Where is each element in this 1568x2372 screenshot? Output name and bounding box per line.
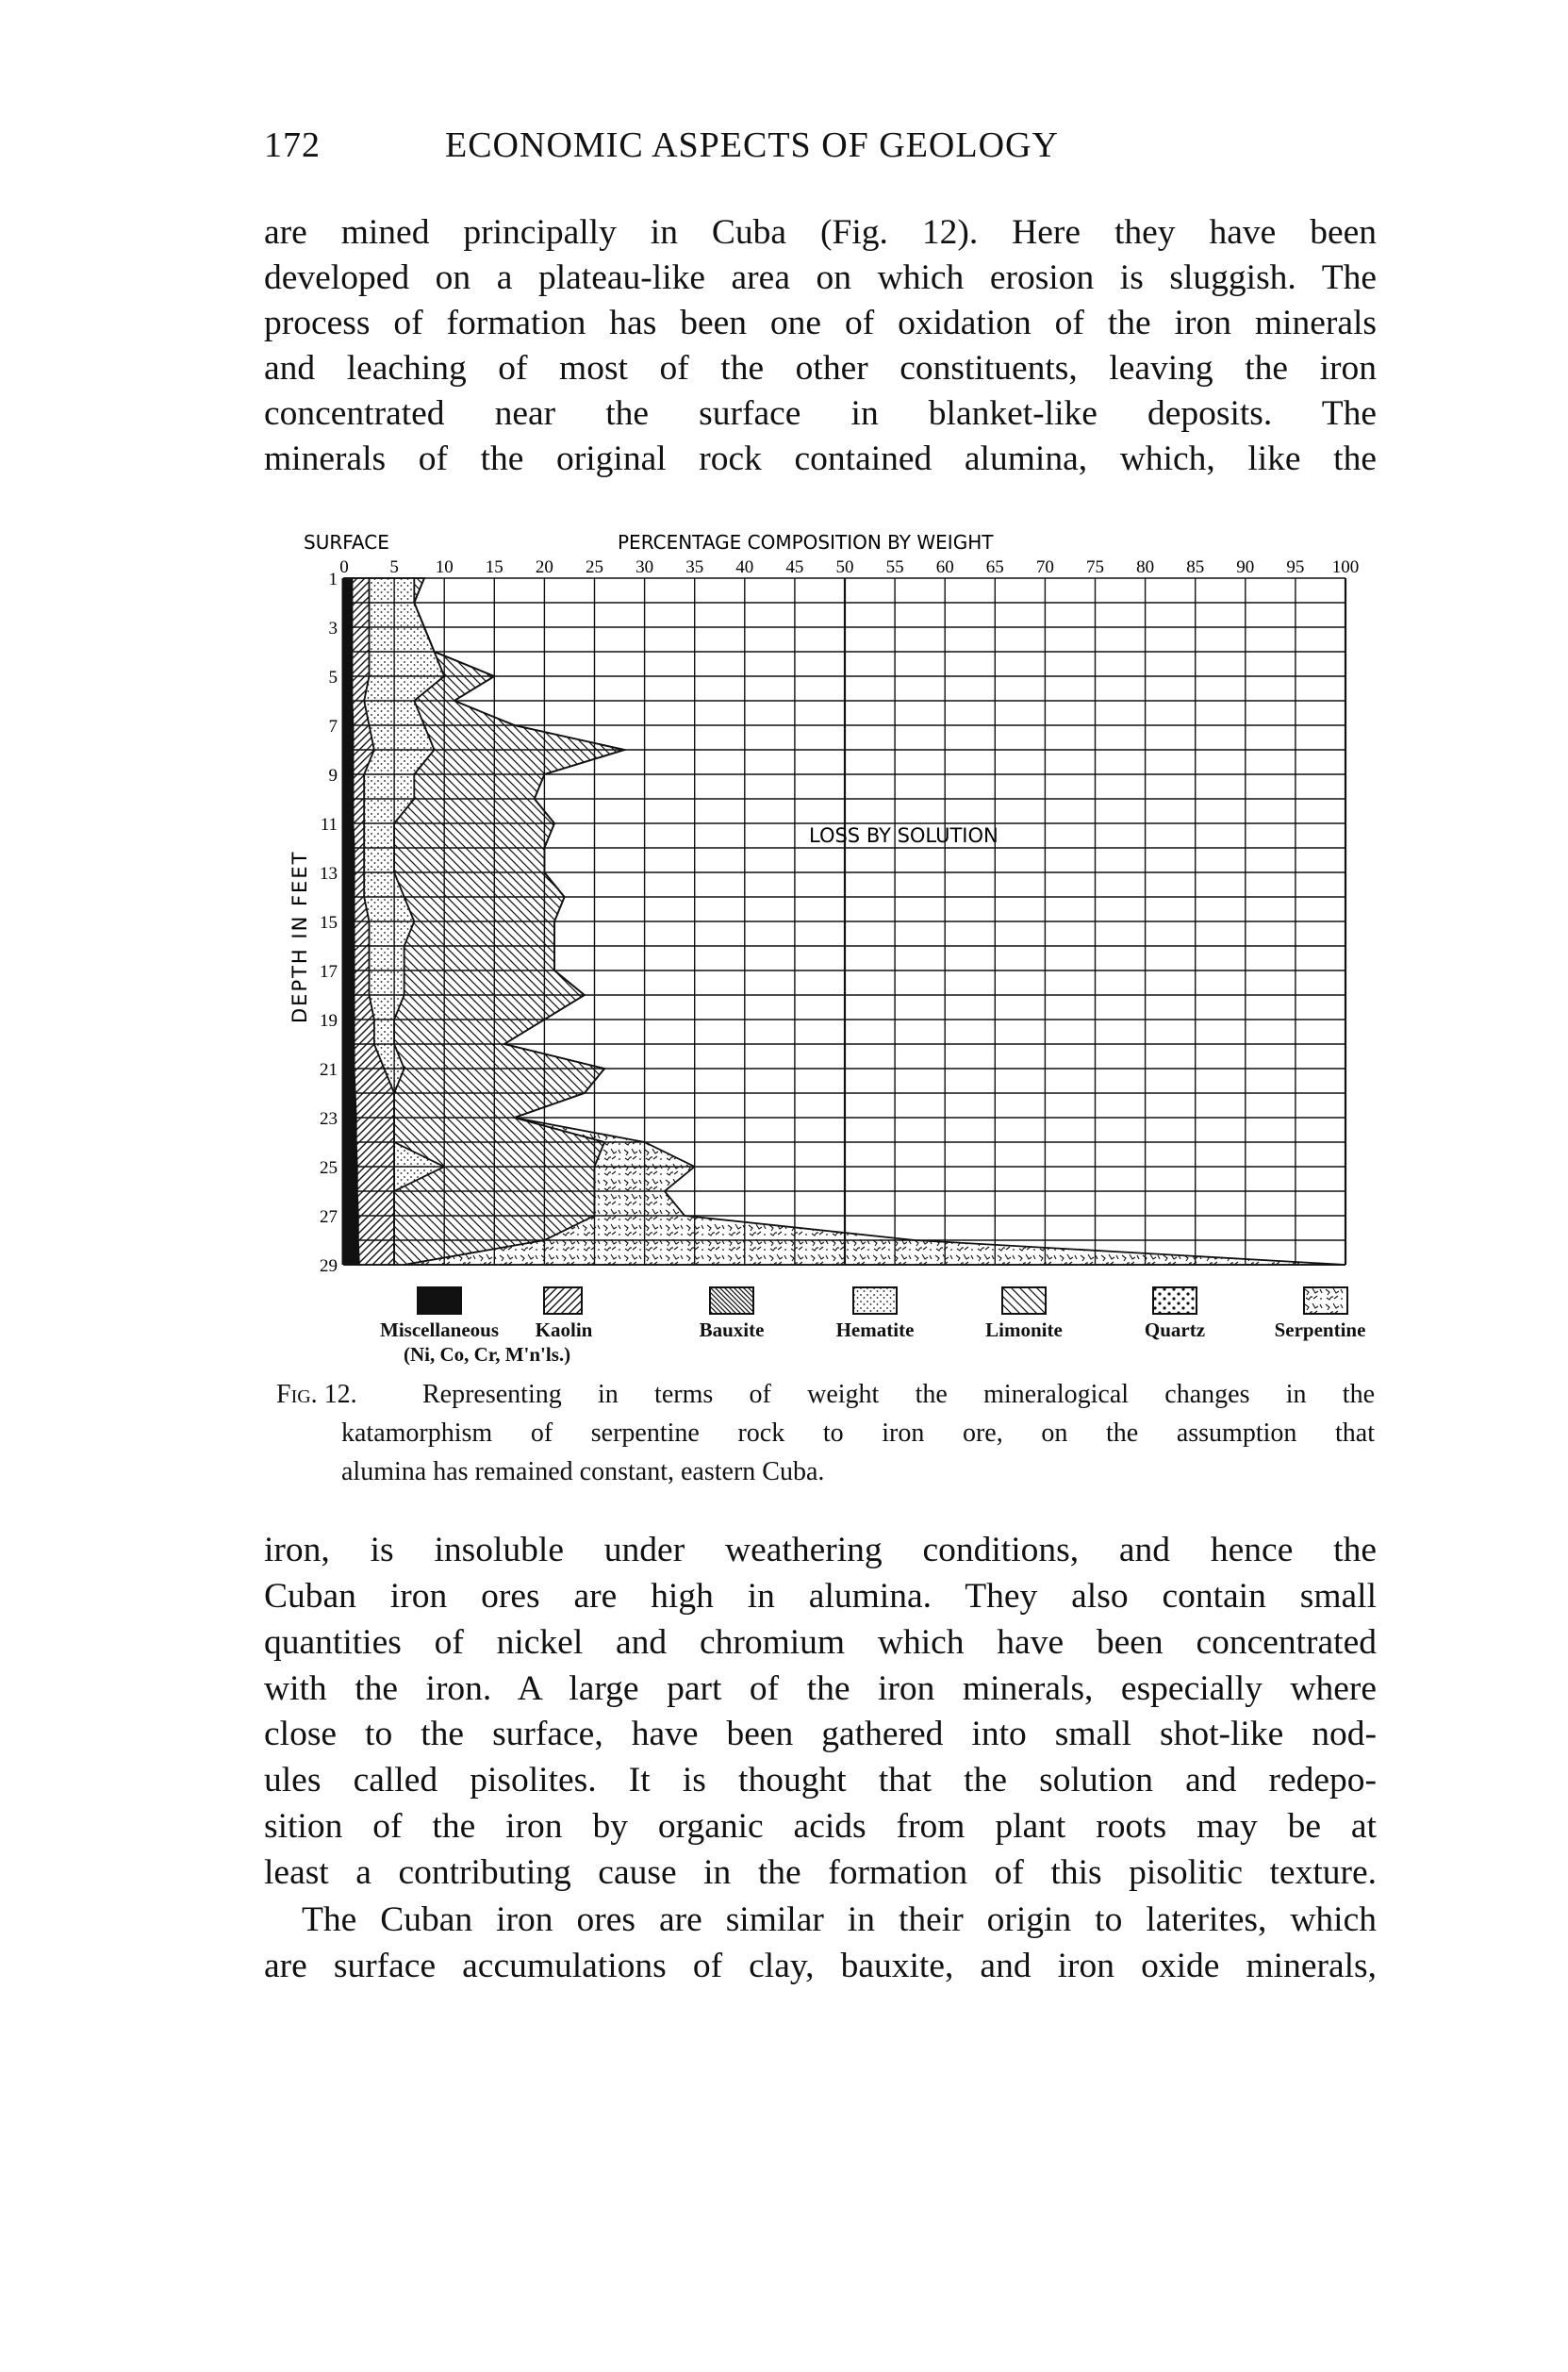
legend-swatch-hematite — [852, 1286, 898, 1315]
y-tick-label: 13 — [320, 864, 338, 884]
caption-line: Representing in terms of weight the mine… — [422, 1380, 1375, 1409]
y-tick-label: 29 — [320, 1256, 338, 1276]
text-line: sition of the iron by organic acids from… — [264, 1807, 1377, 1846]
y-tick-label: 15 — [320, 913, 338, 933]
x-tick-label: 50 — [836, 557, 854, 577]
text-line: quantities of nickel and chromium which … — [264, 1623, 1377, 1662]
composition-chart: SURFACE PERCENTAGE COMPOSITION BY WEIGHT… — [289, 531, 1360, 1276]
x-tick-label: 45 — [785, 557, 803, 577]
x-tick-label: 60 — [936, 557, 954, 577]
legend-swatch-miscellaneous — [417, 1286, 462, 1315]
text-line: The Cuban iron ores are similar in their… — [302, 1900, 1377, 1939]
x-tick-label: 80 — [1136, 557, 1154, 577]
text-line: are surface accumulations of clay, bauxi… — [264, 1947, 1377, 1985]
x-tick-label: 100 — [1332, 557, 1360, 577]
legend-label-miscellaneous: Miscellaneous — [380, 1319, 499, 1341]
y-tick-label: 19 — [320, 1011, 338, 1031]
loss-by-solution-label: LOSS BY SOLUTION — [809, 824, 999, 847]
legend-swatch-limonite — [1001, 1286, 1047, 1315]
x-tick-label: 5 — [389, 557, 399, 577]
y-tick-label: 23 — [320, 1109, 338, 1129]
chart-title: PERCENTAGE COMPOSITION BY WEIGHT — [618, 531, 994, 554]
y-tick-label: 5 — [329, 668, 338, 688]
x-tick-label: 15 — [486, 557, 503, 577]
legend-swatch-bauxite — [709, 1286, 754, 1315]
y-tick-label: 9 — [329, 766, 338, 786]
legend-swatch-kaolin — [543, 1286, 583, 1315]
text-line: close to the surface, have been gathered… — [264, 1715, 1377, 1753]
y-axis-label: DEPTH IN FEET — [289, 851, 311, 1023]
legend-label-limonite: Limonite — [985, 1319, 1063, 1341]
text-line: developed on a plateau-like area on whic… — [264, 258, 1377, 297]
y-tick-label: 1 — [329, 570, 338, 589]
x-tick-label: 55 — [886, 557, 904, 577]
legend-swatch-quartz — [1152, 1286, 1197, 1315]
caption-line: katamorphism of serpentine rock to iron … — [341, 1418, 1375, 1448]
x-tick-label: 10 — [436, 557, 454, 577]
legend-label-bauxite: Bauxite — [699, 1319, 765, 1341]
x-tick-label: 30 — [635, 557, 653, 577]
legend-label-kaolin: Kaolin — [535, 1319, 593, 1341]
legend-label-serpentine: Serpentine — [1274, 1319, 1366, 1341]
text-line: Cuban iron ores are high in alumina. The… — [264, 1577, 1377, 1616]
x-tick-label: 0 — [339, 557, 349, 577]
page-number: 172 — [264, 125, 321, 165]
x-tick-label: 40 — [735, 557, 753, 577]
x-tick-label: 25 — [586, 557, 603, 577]
text-line: and leaching of most of the other consti… — [264, 349, 1377, 388]
x-tick-label: 75 — [1086, 557, 1104, 577]
text-line: minerals of the original rock contained … — [264, 440, 1377, 478]
x-tick-label: 65 — [986, 557, 1004, 577]
running-title: ECONOMIC ASPECTS OF GEOLOGY — [445, 125, 1059, 165]
text-line: iron, is insoluble under weathering cond… — [264, 1531, 1377, 1569]
text-line: are mined principally in Cuba (Fig. 12).… — [264, 213, 1377, 252]
y-tick-label: 17 — [320, 962, 338, 982]
legend-swatch-serpentine — [1303, 1286, 1348, 1315]
y-tick-label: 11 — [321, 815, 338, 835]
text-line: process of formation has been one of oxi… — [264, 304, 1377, 342]
figure-label: Fig. 12. — [276, 1380, 357, 1409]
text-line: concentrated near the surface in blanket… — [264, 394, 1377, 433]
surface-label: SURFACE — [304, 531, 389, 554]
x-tick-label: 95 — [1286, 557, 1304, 577]
y-tick-label: 25 — [320, 1158, 338, 1178]
legend-label-hematite: Hematite — [835, 1319, 915, 1341]
legend-label-quartz: Quartz — [1144, 1319, 1206, 1341]
y-tick-label: 3 — [329, 619, 338, 639]
y-tick-label: 27 — [320, 1207, 338, 1227]
x-tick-label: 70 — [1036, 557, 1054, 577]
text-line: least a contributing cause in the format… — [264, 1853, 1377, 1892]
x-tick-label: 90 — [1236, 557, 1254, 577]
y-tick-label: 21 — [320, 1060, 338, 1080]
text-line: with the iron. A large part of the iron … — [264, 1669, 1377, 1708]
text-line: ules called pisolites. It is thought tha… — [264, 1761, 1377, 1800]
y-tick-label: 7 — [329, 717, 338, 737]
x-tick-label: 20 — [536, 557, 553, 577]
legend-sublabel-miscellaneous: (Ni, Co, Cr, M'n'ls.) — [404, 1343, 571, 1366]
x-tick-label: 85 — [1186, 557, 1204, 577]
caption-line: alumina has remained constant, eastern C… — [341, 1457, 825, 1486]
x-tick-label: 35 — [685, 557, 703, 577]
